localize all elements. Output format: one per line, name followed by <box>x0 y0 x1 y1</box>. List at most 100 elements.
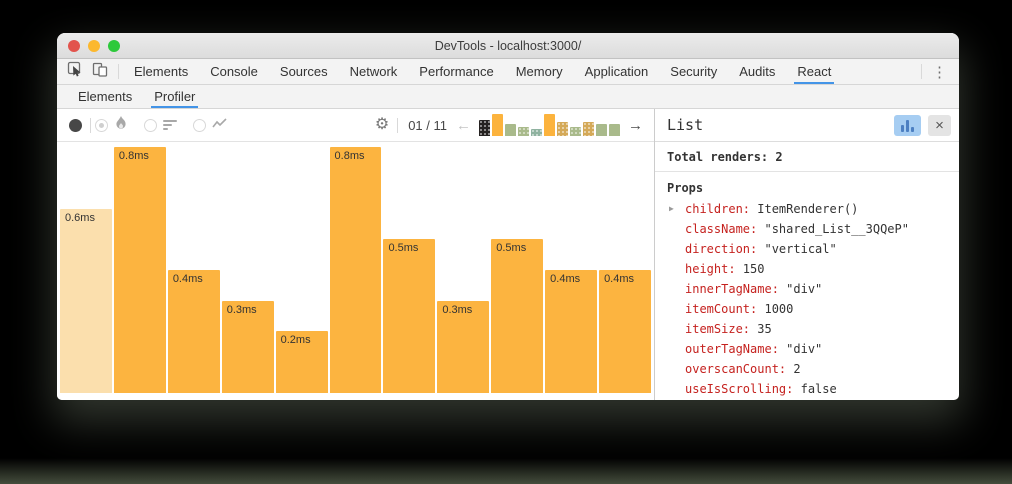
react-panel-content: ⚙ 01 / 11 ← → 0.6ms 0.8ms 0.4ms 0.3ms 0.2ms 0… <box>57 109 959 400</box>
chart-bar-label: 0.5ms <box>388 242 419 254</box>
devtools-window: DevTools - localhost:3000/ Elements Conso… <box>57 33 959 400</box>
tab-performance[interactable]: Performance <box>419 64 494 79</box>
commit-bar-6[interactable] <box>544 114 555 136</box>
commit-bar-1-selected[interactable] <box>479 120 490 136</box>
prop-key: height: <box>685 262 736 276</box>
interactions-view-option[interactable] <box>193 116 227 134</box>
chart-bar-7[interactable]: 0.5ms <box>383 239 436 393</box>
tab-elements[interactable]: Elements <box>134 64 189 79</box>
commit-bar-8[interactable] <box>570 127 581 136</box>
window-title: DevTools - localhost:3000/ <box>434 38 582 53</box>
chart-bar-label: 0.4ms <box>550 273 581 285</box>
flamegraph-radio[interactable] <box>95 118 108 132</box>
chart-bar-9[interactable]: 0.5ms <box>491 239 544 393</box>
commit-bar-chart: 0.6ms 0.8ms 0.4ms 0.3ms 0.2ms 0.8ms 0.5ms 0.3ms… <box>57 142 654 400</box>
prop-row-className: className: "shared_List__3QQeP" <box>667 219 947 239</box>
commit-navigation: ⚙ 01 / 11 ← → <box>371 113 646 137</box>
tab-console[interactable]: Console <box>210 64 258 79</box>
details-header: List × <box>655 109 959 142</box>
zoom-window-button[interactable] <box>108 40 120 52</box>
prop-key: itemCount: <box>685 302 758 316</box>
inspect-element-icon[interactable] <box>67 61 84 82</box>
prop-row-children[interactable]: ▶ children: ItemRenderer() <box>667 199 947 219</box>
commit-bar-9[interactable] <box>583 122 594 136</box>
subtab-profiler[interactable]: Profiler <box>143 85 206 108</box>
props-section: Props ▶ children: ItemRenderer() className… <box>655 172 959 400</box>
interactions-radio[interactable] <box>193 118 206 132</box>
ranked-chart-icon <box>163 120 177 130</box>
chart-bar-1[interactable]: 0.6ms <box>60 209 112 393</box>
chart-bar-label: 0.2ms <box>280 334 311 346</box>
ranked-view-option[interactable] <box>144 118 177 132</box>
view-renders-chart-button[interactable] <box>894 114 921 136</box>
prop-value: 150 <box>735 262 765 276</box>
prop-value: ItemRenderer() <box>750 202 859 216</box>
panel-tabs: Elements Profiler <box>67 85 206 108</box>
devtools-tabs: Elements Console Sources Network Performance… <box>123 59 842 84</box>
chart-bar-5[interactable]: 0.2ms <box>275 331 328 393</box>
chart-bar-3[interactable]: 0.4ms <box>167 270 220 393</box>
component-name: List <box>667 116 704 134</box>
prop-value: 35 <box>750 322 772 336</box>
commit-bar-2[interactable] <box>492 114 503 136</box>
chart-bar-label: 0.5ms <box>496 242 527 254</box>
devtools-tool-icons <box>63 59 114 84</box>
prop-value: false <box>793 382 837 396</box>
record-profile-button[interactable] <box>69 118 82 132</box>
tabbar-separator <box>118 64 119 79</box>
interactions-chart-icon <box>212 116 227 134</box>
tab-audits[interactable]: Audits <box>739 64 776 79</box>
prop-key: overscanCount: <box>685 362 787 376</box>
prop-key: children: <box>685 202 751 216</box>
prop-row-overscanCount: overscanCount: 2 <box>667 359 947 379</box>
subtab-elements[interactable]: Elements <box>78 89 133 104</box>
chart-bar-4[interactable]: 0.3ms <box>221 301 274 393</box>
prop-key: direction: <box>685 242 758 256</box>
commit-bar-7[interactable] <box>557 122 568 136</box>
commit-bar-10[interactable] <box>596 124 607 136</box>
tab-react[interactable]: React <box>786 59 842 84</box>
toolbar-separator-2 <box>397 117 399 133</box>
commit-bar-3[interactable] <box>505 124 516 136</box>
next-commit-button[interactable]: → <box>628 116 643 134</box>
chart-bar-8[interactable]: 0.3ms <box>437 301 490 393</box>
previous-commit-button[interactable]: ← <box>456 116 471 134</box>
commit-bar-11[interactable] <box>609 124 620 136</box>
expand-triangle-icon[interactable]: ▶ <box>669 204 674 213</box>
tabbar-spacer <box>842 59 917 84</box>
chart-bar-label: 0.3ms <box>226 304 257 316</box>
commit-bar-4[interactable] <box>518 127 529 136</box>
prop-row-itemSize: itemSize: 35 <box>667 319 947 339</box>
tab-application[interactable]: Application <box>584 64 649 79</box>
total-renders-value: 2 <box>775 150 783 164</box>
minimize-window-button[interactable] <box>88 40 100 52</box>
prop-key: className: <box>685 222 758 236</box>
tab-network[interactable]: Network <box>349 64 398 79</box>
tab-sources[interactable]: Sources <box>279 64 328 79</box>
chart-bar-label: 0.3ms <box>442 304 473 316</box>
commit-counter: 01 / 11 <box>408 117 447 133</box>
chart-bar-6[interactable]: 0.8ms <box>329 147 382 393</box>
overflow-menu-icon[interactable]: ⋮ <box>932 63 947 81</box>
device-toolbar-icon[interactable] <box>92 61 108 82</box>
chart-bar-11[interactable]: 0.4ms <box>599 270 651 393</box>
prop-row-useIsScrolling: useIsScrolling: false <box>667 379 947 399</box>
tab-security[interactable]: Security <box>670 64 718 79</box>
settings-gear-icon[interactable]: ⚙ <box>374 116 390 133</box>
chart-bar-label: 0.6ms <box>65 212 95 224</box>
traffic-lights <box>68 40 120 52</box>
flame-icon <box>114 115 128 135</box>
commit-bar-5[interactable] <box>531 129 542 136</box>
prop-row-outerTagName: outerTagName: "div" <box>667 339 947 359</box>
close-window-button[interactable] <box>68 40 80 52</box>
prop-row-innerTagName: innerTagName: "div" <box>667 279 947 299</box>
chart-bar-2[interactable]: 0.8ms <box>113 147 166 393</box>
close-details-button[interactable]: × <box>928 114 951 136</box>
chart-bar-10[interactable]: 0.4ms <box>545 270 598 393</box>
tab-memory[interactable]: Memory <box>515 64 563 79</box>
prop-value: "vertical" <box>757 242 837 256</box>
ranked-radio[interactable] <box>144 118 157 132</box>
props-list: ▶ children: ItemRenderer() className: "sha… <box>667 199 947 400</box>
commit-strip <box>479 113 620 137</box>
flamegraph-view-option[interactable] <box>95 115 128 135</box>
